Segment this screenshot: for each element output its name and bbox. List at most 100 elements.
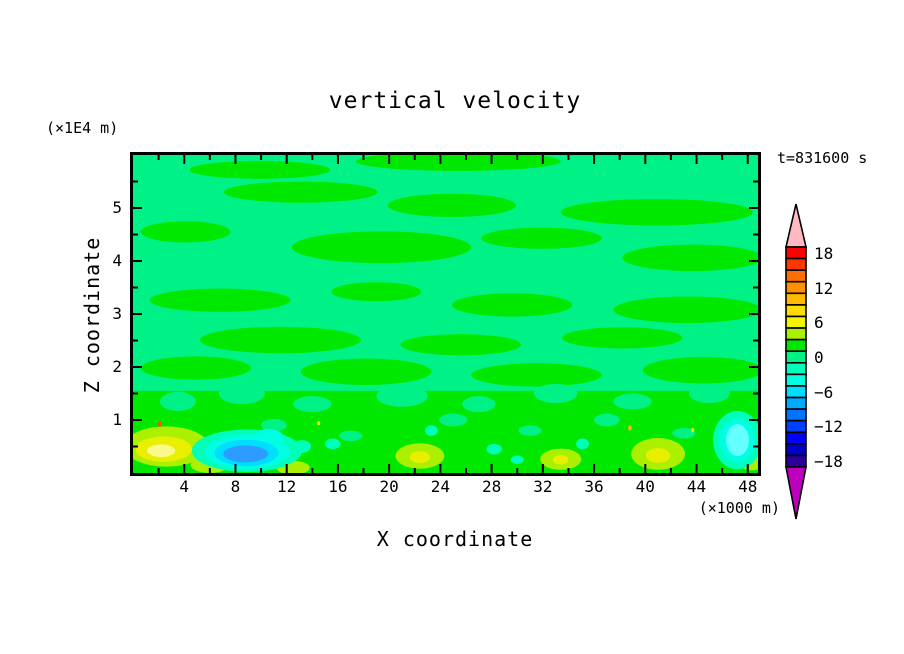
updraft-streak	[642, 356, 758, 384]
field-speckle	[376, 385, 428, 407]
contour-feature	[576, 438, 589, 450]
contour-feature	[645, 448, 671, 463]
x-tick-label: 16	[328, 477, 348, 496]
plot-area	[130, 152, 761, 476]
field-speckle	[293, 396, 332, 413]
colorbar-tick-label: 0	[814, 348, 824, 367]
updraft-streak	[387, 193, 516, 218]
contour-feature	[486, 443, 502, 455]
field-speckle	[462, 396, 496, 413]
z-tick-label: 4	[112, 251, 122, 270]
colorbar-segment	[785, 408, 807, 422]
contour-feature	[157, 421, 162, 427]
field-speckle	[688, 383, 730, 404]
updraft-streak	[140, 356, 251, 380]
colorbar-segment	[785, 419, 807, 434]
updraft-streak	[355, 155, 561, 171]
updraft-streak	[400, 334, 522, 356]
updraft-streak	[451, 293, 573, 317]
colorbar	[784, 203, 808, 520]
colorbar-tick-label: 6	[814, 313, 824, 333]
colorbar-segment	[785, 292, 807, 306]
x-tick-label: 48	[738, 477, 758, 496]
updraft-streak	[223, 181, 378, 203]
x-tick-label: 4	[179, 477, 190, 496]
x-axis-title: X coordinate	[376, 527, 534, 551]
colorbar-segment	[785, 373, 807, 387]
colorbar-segment	[785, 257, 807, 271]
updraft-streak	[189, 160, 331, 179]
updraft-streak	[481, 227, 602, 249]
x-tick-label: 36	[584, 477, 604, 496]
colorbar-segment	[785, 338, 807, 353]
field-speckle	[533, 383, 578, 404]
colorbar-segment	[785, 443, 807, 457]
contour-feature	[223, 445, 269, 463]
contour-feature	[725, 424, 750, 457]
chart-title: vertical velocity	[328, 88, 582, 114]
contour-feature	[317, 421, 321, 426]
z-tick-label: 1	[112, 410, 122, 429]
field-speckle	[159, 391, 196, 411]
field-speckle	[594, 413, 620, 427]
colorbar-segment	[785, 315, 807, 329]
updraft-streak	[291, 231, 472, 264]
updraft-streak	[560, 198, 753, 226]
colorbar-segment	[785, 385, 807, 399]
z-tick-label: 3	[112, 304, 122, 323]
field-speckle	[439, 413, 468, 427]
contour-feature	[147, 444, 176, 458]
colorbar-segment	[785, 246, 807, 260]
z-tick-label: 5	[112, 198, 122, 217]
updraft-streak	[199, 326, 361, 354]
colorbar-segment	[785, 361, 807, 376]
contour-feature	[510, 455, 524, 464]
colorbar-segment	[785, 396, 807, 410]
updraft-streak	[300, 358, 432, 386]
field-speckle	[518, 425, 542, 436]
time-annotation: t=831600 s	[777, 149, 868, 167]
updraft-streak	[613, 296, 758, 324]
updraft-streak	[562, 327, 683, 349]
colorbar-tick-label: −12	[814, 417, 843, 437]
x-tick-label: 20	[379, 477, 399, 496]
x-tick-label: 32	[533, 477, 553, 496]
field-speckle	[339, 430, 363, 442]
field-speckle	[261, 418, 287, 432]
field-speckle	[218, 382, 265, 405]
field-speckle	[672, 427, 696, 439]
colorbar-over-arrow	[784, 203, 808, 248]
colorbar-under-arrow	[785, 466, 807, 520]
colorbar-segment	[785, 454, 807, 468]
contour-feature	[425, 425, 438, 436]
y-axis-unit-label: (×1E4 m)	[46, 119, 119, 137]
x-tick-label: 28	[481, 477, 502, 496]
contour-feature	[628, 425, 632, 431]
colorbar-segment	[785, 304, 807, 318]
x-tick-label: 12	[277, 477, 297, 496]
colorbar-tick-label: 12	[814, 278, 834, 298]
updraft-streak	[471, 363, 602, 387]
updraft-streak	[622, 244, 758, 272]
colorbar-segment	[785, 327, 807, 341]
contour-feature	[691, 427, 695, 433]
colorbar-segment	[785, 431, 807, 445]
updraft-streak	[149, 288, 291, 312]
contour-feature	[325, 438, 341, 450]
x-tick-label: 8	[230, 477, 241, 496]
x-tick-label: 40	[635, 477, 655, 496]
contour-feature	[409, 451, 431, 463]
colorbar-tick-label: −18	[814, 452, 843, 472]
field-speckle	[613, 393, 652, 410]
x-axis-unit-label: (×1000 m)	[698, 499, 780, 517]
contour-field	[133, 155, 758, 473]
x-tick-label: 44	[686, 477, 707, 496]
contour-feature	[553, 454, 569, 465]
colorbar-segment	[785, 269, 807, 283]
x-tick-label: 24	[430, 477, 450, 496]
updraft-streak	[331, 282, 422, 302]
colorbar-tick-label: 18	[814, 243, 834, 263]
colorbar-segment	[785, 280, 807, 295]
colorbar-tick-label: −6	[814, 382, 834, 402]
